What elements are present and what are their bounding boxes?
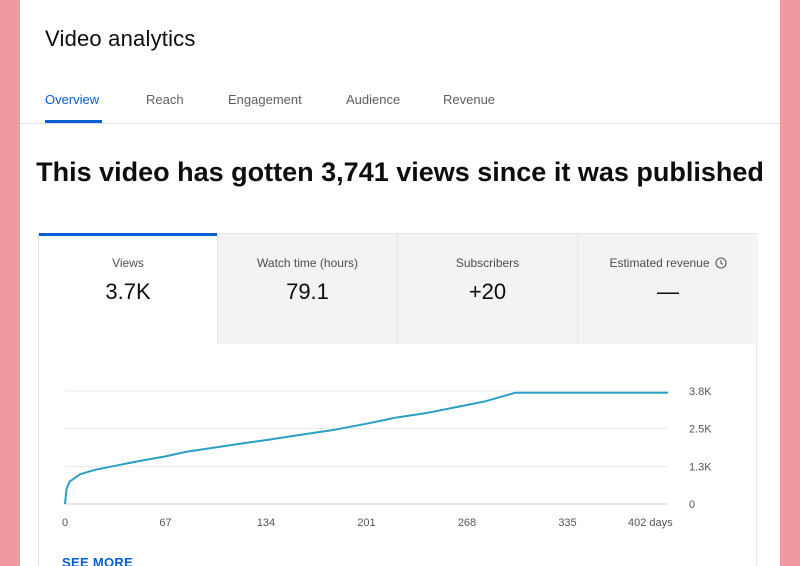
tab-overview[interactable]: Overview <box>45 92 100 107</box>
see-more-link[interactable]: SEE MORE <box>62 555 134 566</box>
active-tab-indicator <box>45 120 102 123</box>
metric-label-row: Estimated revenue <box>578 256 758 270</box>
clock-icon <box>714 257 727 269</box>
x-tick-label: 201 <box>357 517 375 529</box>
views-series-line <box>64 391 668 505</box>
metric-label: Subscribers <box>455 256 520 270</box>
x-tick-label: 268 <box>458 517 476 529</box>
metric-value: 3.7K <box>105 279 151 304</box>
metric-tab-subscribers[interactable]: Subscribers +20 <box>397 234 577 344</box>
metric-value: — <box>657 279 679 304</box>
y-tick-label: 1.3K <box>689 461 712 473</box>
views-chart: 0 1.3K 2.5K 3.8K 0 67 134 201 268 335 402 days <box>39 344 758 566</box>
metric-tab-views[interactable]: Views 3.7K <box>39 233 217 344</box>
x-tick-label: 402 days <box>628 517 673 529</box>
metric-tab-watch-time[interactable]: Watch time (hours) 79.1 <box>217 234 397 344</box>
x-tick-label: 335 <box>558 517 576 529</box>
metric-label: Watch time (hours) <box>257 256 358 270</box>
x-tick-label: 67 <box>159 517 171 529</box>
analytics-panel: Video analytics Overview Reach Engagemen… <box>20 0 780 566</box>
metric-tabs: Views 3.7K Watch time (hours) 79.1 Subsc… <box>39 233 758 344</box>
tab-audience[interactable]: Audience <box>346 92 401 107</box>
page-title: Video analytics <box>45 26 196 51</box>
metric-label: Views <box>112 256 144 270</box>
y-tick-label: 0 <box>689 499 695 511</box>
views-chart-svg: 0 1.3K 2.5K 3.8K 0 67 134 201 268 335 402 days <box>62 386 712 529</box>
metric-value: +20 <box>468 279 507 304</box>
tab-bar: Overview Reach Engagement Audience Reven… <box>20 78 780 124</box>
metrics-card: Views 3.7K Watch time (hours) 79.1 Subsc… <box>38 233 758 566</box>
metric-value: 79.1 <box>286 279 329 304</box>
selected-metric-indicator <box>39 233 217 236</box>
y-tick-label: 3.8K <box>689 386 712 398</box>
metric-label: Estimated revenue <box>609 256 710 270</box>
x-tick-label: 134 <box>257 517 275 529</box>
metric-tab-estimated-revenue[interactable]: Estimated revenue — <box>577 234 758 344</box>
y-tick-label: 2.5K <box>689 424 712 436</box>
x-tick-label: 0 <box>62 517 68 529</box>
views-headline: This video has gotten 3,741 views since … <box>36 157 764 187</box>
tab-reach[interactable]: Reach <box>146 92 184 107</box>
tab-revenue[interactable]: Revenue <box>443 92 496 107</box>
tab-engagement[interactable]: Engagement <box>228 92 302 107</box>
